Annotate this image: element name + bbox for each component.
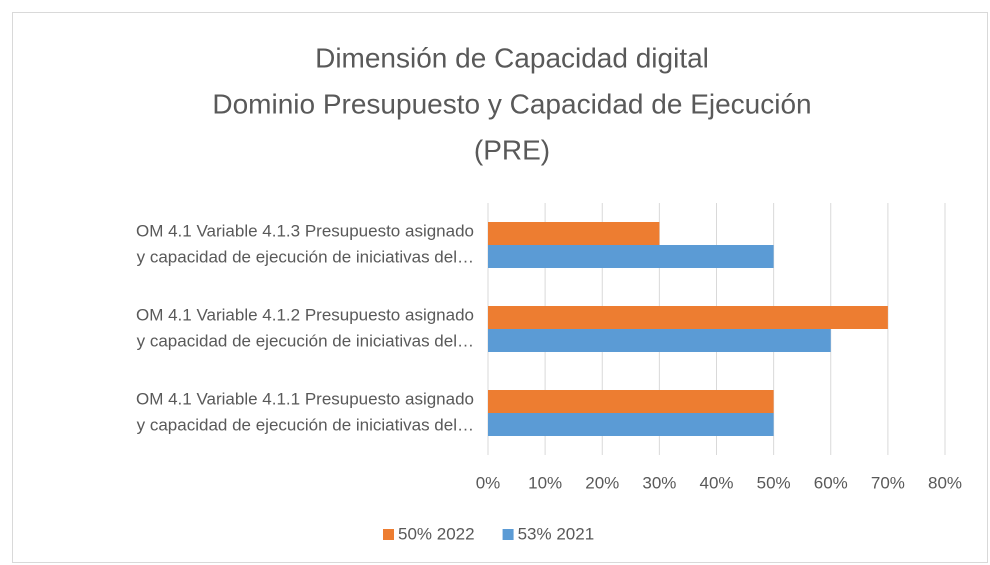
- bar: [488, 222, 660, 245]
- bar: [488, 329, 831, 352]
- chart-border: [12, 12, 988, 563]
- x-tick-label: 10%: [528, 473, 562, 492]
- bar: [488, 390, 774, 413]
- chart-title: Dominio Presupuesto y Capacidad de Ejecu…: [212, 88, 811, 119]
- legend-label: 50% 2022: [398, 524, 475, 543]
- legend-swatch: [502, 529, 514, 540]
- x-tick-label: 20%: [585, 473, 619, 492]
- x-tick-label: 60%: [814, 473, 848, 492]
- y-tick-label: y capacidad de ejecución de iniciativas …: [137, 415, 474, 434]
- x-tick-label: 40%: [699, 473, 733, 492]
- y-tick-label: y capacidad de ejecución de iniciativas …: [137, 331, 474, 350]
- bar: [488, 306, 888, 329]
- y-tick-label: OM 4.1 Variable 4.1.3 Presupuesto asigna…: [136, 221, 474, 240]
- x-tick-label: 30%: [642, 473, 676, 492]
- x-tick-label: 50%: [757, 473, 791, 492]
- bar: [488, 413, 774, 436]
- x-tick-label: 80%: [928, 473, 962, 492]
- legend-swatch: [383, 529, 394, 540]
- y-tick-label: y capacidad de ejecución de iniciativas …: [137, 247, 474, 266]
- y-tick-label: OM 4.1 Variable 4.1.2 Presupuesto asigna…: [136, 305, 474, 324]
- y-tick-label: OM 4.1 Variable 4.1.1 Presupuesto asigna…: [136, 389, 474, 408]
- x-tick-label: 70%: [871, 473, 905, 492]
- chart-title: (PRE): [474, 134, 550, 165]
- legend-label: 53% 2021: [518, 524, 595, 543]
- x-tick-label: 0%: [476, 473, 501, 492]
- chart-title: Dimensión de Capacidad digital: [315, 42, 709, 73]
- bar: [488, 245, 774, 268]
